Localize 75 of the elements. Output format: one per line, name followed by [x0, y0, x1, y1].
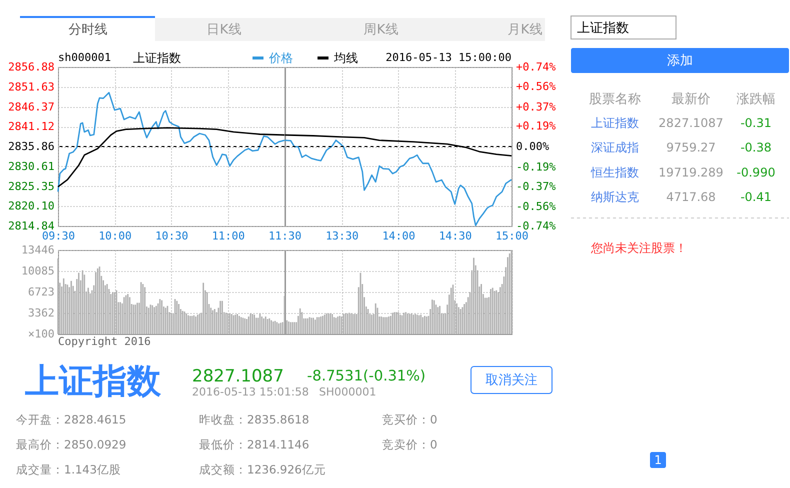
text: -0.31: [740, 116, 772, 130]
y-axis-title: ×100: [28, 328, 54, 340]
text: 4717.68: [666, 190, 716, 204]
y-tick-label: 2856.88: [8, 60, 54, 74]
text: 纳斯达克: [591, 190, 639, 204]
text: 您尚未关注股票！: [590, 241, 687, 255]
x-tick-label: 10:30: [155, 230, 188, 242]
text: 成交量：1.143亿股: [16, 462, 121, 476]
legend-label: 均线: [333, 51, 358, 65]
y-tick-label: 2835.86: [8, 140, 54, 153]
x-tick-label: 15:00: [495, 230, 529, 242]
x-tick-label: 09:30: [42, 230, 76, 242]
text: 上证指数: [591, 116, 639, 130]
y-tick-label: 2825.35: [8, 180, 54, 193]
text: 1: [654, 453, 662, 467]
text: +0.19%: [516, 120, 556, 133]
text: 2016-05-13 15:00:00: [386, 51, 512, 64]
y-tick-label: 2841.12: [8, 120, 54, 134]
text: -0.37%: [516, 180, 556, 193]
text: 涨跌幅: [736, 92, 776, 107]
text: -0.990: [736, 165, 776, 180]
text: -0.41: [740, 190, 772, 204]
x-tick-label: 11:30: [268, 230, 302, 242]
text: -8.7531(-0.31%): [307, 368, 426, 384]
text: 周K线: [364, 22, 398, 38]
legend-label: 价格: [268, 51, 293, 65]
text: +0.74%: [516, 60, 556, 74]
text: 添加: [667, 54, 693, 68]
y-tick-label: 2830.61: [8, 160, 54, 173]
text: 上证指数: [24, 362, 162, 402]
text: 竞买价：0: [382, 412, 438, 426]
text: 最新价: [672, 92, 710, 107]
y-tick-label: 10085: [21, 264, 54, 278]
x-tick-label: 10:00: [98, 230, 132, 242]
text: 竞卖价：0: [382, 438, 438, 452]
x-tick-label: 14:00: [382, 230, 416, 242]
text: 昨收盘：2835.8618: [199, 412, 310, 426]
text: 19719.289: [658, 165, 724, 180]
text: sh000001: [58, 51, 111, 64]
x-tick-label: 14:30: [438, 230, 472, 242]
text: 深证成指: [591, 140, 639, 155]
text: 今开盘：2828.4615: [16, 412, 126, 426]
text: 2827.1087: [192, 366, 284, 386]
text: 最高价：2850.0929: [16, 438, 126, 452]
y-tick-label: 2846.37: [8, 100, 54, 114]
text: 0.00%: [516, 140, 550, 153]
x-tick-label: 11:00: [212, 230, 245, 242]
text: SH000001: [319, 386, 376, 398]
text: 2016-05-13 15:01:58: [192, 386, 309, 398]
x-tick-label: 13:30: [326, 230, 359, 242]
text: 成交额：1236.926亿元: [199, 462, 326, 476]
text: -0.74%: [516, 220, 556, 232]
text: Copyright 2016: [58, 335, 151, 348]
text: 股票名称: [589, 92, 641, 107]
text: 分时线: [68, 22, 108, 38]
y-tick-label: 2814.84: [8, 220, 55, 232]
text: 日K线: [206, 22, 242, 38]
text: -0.38: [740, 140, 772, 155]
chart-title: 上证指数: [133, 51, 181, 65]
y-tick-label: 2820.10: [8, 200, 54, 213]
text: -0.19%: [516, 160, 556, 174]
text: +0.56%: [516, 80, 556, 93]
y-tick-label: 13446: [21, 244, 54, 256]
text: 上证指数: [577, 21, 629, 36]
text: 2827.1087: [658, 116, 724, 130]
text: 9759.27: [666, 140, 716, 155]
text: 最低价：2814.1146: [199, 438, 310, 452]
text: 取消关注: [486, 373, 538, 388]
text: -0.56%: [516, 200, 556, 214]
text: +0.37%: [516, 100, 556, 114]
text: 月K线: [508, 22, 542, 38]
y-tick-label: 3362: [28, 306, 54, 320]
y-tick-label: 2851.63: [8, 80, 54, 94]
y-tick-label: 6723: [28, 286, 54, 298]
text: 恒生指数: [590, 165, 639, 180]
